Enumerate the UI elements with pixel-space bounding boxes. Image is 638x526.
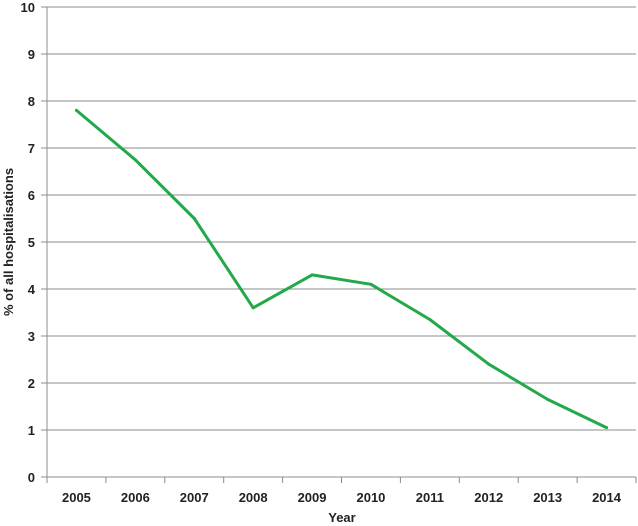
x-tick-label: 2013 bbox=[533, 490, 562, 505]
gridlines bbox=[41, 6, 636, 478]
x-tick-label: 2008 bbox=[239, 490, 268, 505]
y-tick-labels: 0 1 2 3 4 5 6 7 8 9 10 bbox=[21, 0, 36, 485]
x-tick-labels: 2005 2006 2007 2008 2009 2010 2011 2012 2013 2014 bbox=[62, 490, 622, 505]
y-tick-label: 4 bbox=[28, 282, 36, 297]
data-point bbox=[310, 273, 314, 277]
y-tick-label: 7 bbox=[28, 141, 35, 156]
axes bbox=[46, 7, 637, 483]
data-point bbox=[74, 108, 78, 112]
x-tick-label: 2011 bbox=[416, 490, 444, 505]
y-tick-label: 2 bbox=[28, 376, 35, 391]
series-line bbox=[75, 108, 608, 430]
data-point bbox=[605, 426, 609, 430]
data-point bbox=[428, 318, 432, 322]
data-point bbox=[546, 397, 550, 401]
x-tick-label: 2005 bbox=[62, 490, 91, 505]
y-tick-label: 5 bbox=[28, 235, 35, 250]
y-tick-label: 8 bbox=[28, 94, 35, 109]
y-tick-label: 10 bbox=[21, 0, 35, 15]
x-tick-label: 2014 bbox=[592, 490, 622, 505]
y-tick-label: 3 bbox=[28, 329, 35, 344]
x-axis-title: Year bbox=[328, 510, 355, 525]
y-tick-label: 9 bbox=[28, 47, 35, 62]
y-tick-label: 0 bbox=[28, 470, 35, 485]
x-tick-label: 2012 bbox=[474, 490, 503, 505]
data-point bbox=[133, 158, 137, 162]
x-tick-label: 2007 bbox=[180, 490, 209, 505]
data-point bbox=[192, 217, 196, 220]
series-group bbox=[74, 108, 609, 430]
x-tick-label: 2010 bbox=[356, 490, 385, 505]
x-tick-label: 2006 bbox=[121, 490, 150, 505]
y-tick-label: 1 bbox=[28, 423, 35, 438]
y-tick-label: 6 bbox=[28, 188, 35, 203]
data-point bbox=[251, 306, 255, 310]
data-point bbox=[369, 282, 373, 286]
data-point bbox=[487, 362, 491, 366]
y-axis-title: % of all hospitalisations bbox=[1, 168, 16, 316]
x-tick-label: 2009 bbox=[298, 490, 327, 505]
